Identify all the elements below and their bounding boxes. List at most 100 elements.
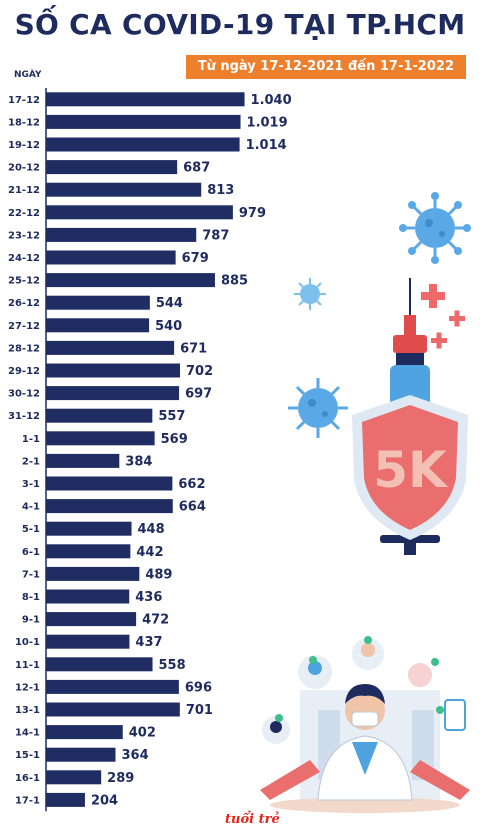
data-label: 702 <box>186 364 213 379</box>
bar <box>46 747 116 762</box>
bar <box>46 160 178 175</box>
data-label: 557 <box>158 409 185 424</box>
category-label: 12-1 <box>15 682 40 693</box>
bar <box>46 340 175 355</box>
bar <box>46 702 180 717</box>
category-label: 26-12 <box>8 298 40 309</box>
shield-5k-label: 5K <box>373 441 449 499</box>
data-label: 558 <box>159 658 186 673</box>
category-label: 20-12 <box>8 163 40 174</box>
doctor-illustration <box>260 684 470 813</box>
data-label: 671 <box>180 341 207 356</box>
data-label: 697 <box>185 387 212 402</box>
category-label: 1-1 <box>22 434 40 445</box>
data-label: 437 <box>135 635 162 650</box>
category-label: 4-1 <box>22 502 40 513</box>
category-label: 16-1 <box>15 773 40 784</box>
category-label: 13-1 <box>15 705 40 716</box>
data-label: 384 <box>125 454 152 469</box>
category-label: 19-12 <box>8 140 40 151</box>
category-label: 23-12 <box>8 230 40 241</box>
category-label: 17-1 <box>15 795 40 806</box>
category-label: 27-12 <box>8 321 40 332</box>
virus-icon <box>288 378 348 438</box>
plus-icon <box>421 284 465 349</box>
bar <box>46 566 140 581</box>
bar <box>46 634 130 649</box>
category-label: 28-12 <box>8 343 40 354</box>
category-label: 6-1 <box>22 547 40 558</box>
y-axis-label: NGÀY <box>14 70 42 80</box>
data-label: 472 <box>142 613 169 628</box>
category-label: 3-1 <box>22 479 40 490</box>
bar <box>46 386 180 401</box>
bar <box>46 318 150 333</box>
category-label: 31-12 <box>8 411 40 422</box>
bar <box>46 295 150 310</box>
check-icon <box>275 636 444 722</box>
data-label: 885 <box>221 274 248 289</box>
data-label: 489 <box>145 567 172 582</box>
bar <box>46 227 197 242</box>
category-label: 15-1 <box>15 750 40 761</box>
data-label: 448 <box>138 522 165 537</box>
chart-subtitle: Từ ngày 17-12-2021 đến 17-1-2022 <box>185 55 466 79</box>
bar <box>46 499 173 514</box>
bar <box>46 431 155 446</box>
bar <box>46 544 131 559</box>
bar <box>46 770 102 785</box>
category-label: 30-12 <box>8 389 40 400</box>
data-label: 679 <box>182 251 209 266</box>
category-label: 21-12 <box>8 185 40 196</box>
bar <box>46 679 179 694</box>
bar <box>46 182 202 197</box>
data-label: 442 <box>136 545 163 560</box>
data-label: 687 <box>183 161 210 176</box>
data-label: 787 <box>202 228 229 243</box>
bar <box>46 612 137 627</box>
bar <box>46 363 181 378</box>
data-label: 540 <box>155 319 182 334</box>
category-label: 10-1 <box>15 637 40 648</box>
bar <box>46 205 233 220</box>
category-label: 2-1 <box>22 456 40 467</box>
bar <box>46 589 130 604</box>
data-label: 979 <box>239 206 266 221</box>
data-label: 364 <box>121 748 148 763</box>
category-label: 7-1 <box>22 569 40 580</box>
bar <box>46 476 173 491</box>
bar <box>46 273 215 288</box>
person-bubble-icon <box>262 638 466 744</box>
data-label: 1.019 <box>247 115 288 130</box>
bar <box>46 792 85 807</box>
category-label: 18-12 <box>8 117 40 128</box>
publisher-logo: tuổi trẻ <box>225 812 280 827</box>
bar <box>46 657 153 672</box>
category-label: 24-12 <box>8 253 40 264</box>
chart-title: SỐ CA COVID-19 TẠI TP.HCM <box>14 8 466 41</box>
bar <box>46 250 176 265</box>
category-label: 17-12 <box>8 95 40 106</box>
bar <box>46 725 123 740</box>
category-label: 29-12 <box>8 366 40 377</box>
data-label: 436 <box>135 590 162 605</box>
category-label: 5-1 <box>22 524 40 535</box>
category-label: 25-12 <box>8 276 40 287</box>
data-label: 662 <box>178 477 205 492</box>
category-label: 11-1 <box>15 660 40 671</box>
data-label: 289 <box>107 771 134 786</box>
data-label: 204 <box>91 793 118 808</box>
category-label: 22-12 <box>8 208 40 219</box>
data-label: 1.040 <box>251 93 292 108</box>
data-label: 544 <box>156 296 183 311</box>
category-label: 8-1 <box>22 592 40 603</box>
data-label: 701 <box>186 703 213 718</box>
bar <box>46 521 132 536</box>
bar <box>46 92 245 107</box>
bar <box>46 453 120 468</box>
virus-icon <box>399 192 471 264</box>
data-label: 569 <box>161 432 188 447</box>
shield-5k-icon: 5K <box>352 395 468 540</box>
